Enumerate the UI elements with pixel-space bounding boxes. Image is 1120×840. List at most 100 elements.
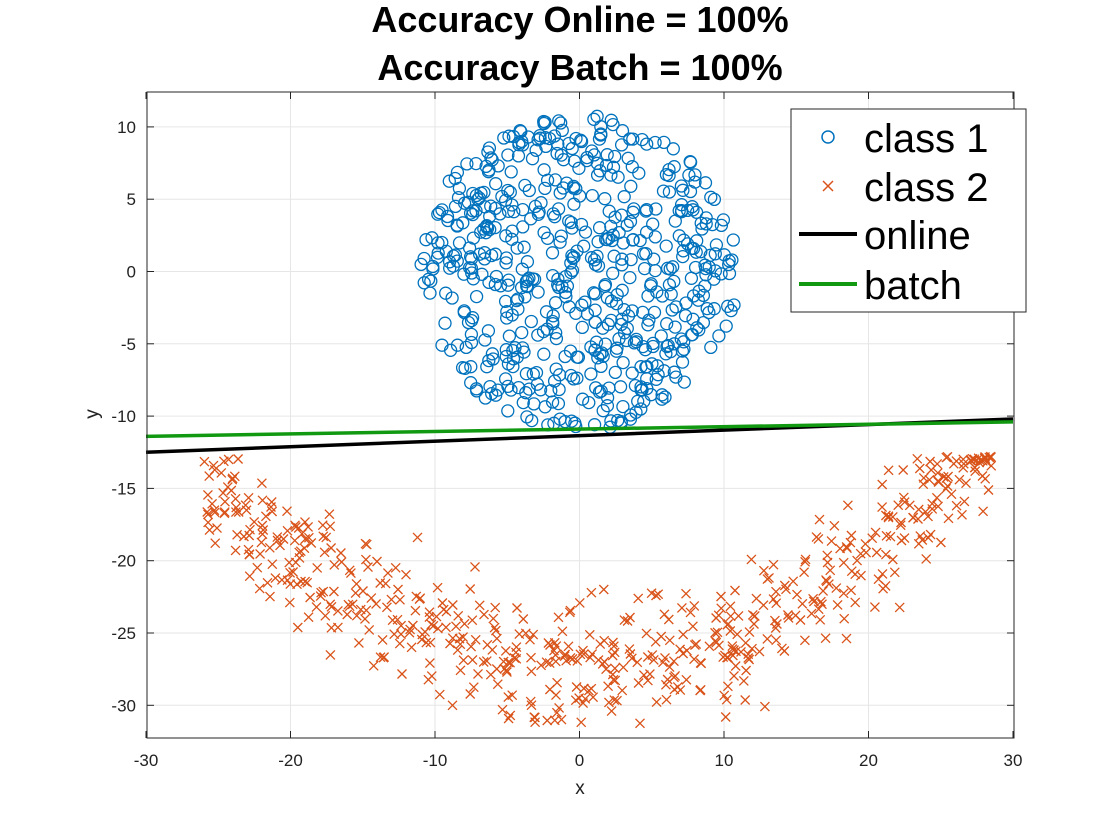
class2-point-stroke	[771, 586, 781, 597]
class2-point	[984, 452, 995, 463]
class1-point	[683, 155, 698, 169]
class2-point	[606, 706, 617, 717]
class2-point-stroke	[320, 610, 331, 621]
class2-point-stroke	[342, 609, 353, 620]
class1-point	[423, 286, 437, 300]
class2-point-stroke	[817, 599, 827, 610]
class2-point-stroke	[379, 652, 390, 663]
class2-point	[871, 547, 882, 558]
class2-point	[768, 594, 779, 605]
class2-point-stroke	[593, 655, 604, 666]
class2-point-stroke	[410, 605, 421, 616]
class1-point	[575, 392, 590, 406]
class2-point-stroke	[722, 652, 732, 663]
class2-point-stroke	[672, 681, 683, 692]
class1-point	[575, 298, 589, 312]
class2-point	[467, 615, 478, 626]
class2-point-stroke	[563, 641, 574, 652]
class2-point-stroke	[479, 609, 489, 620]
class2-point	[894, 602, 905, 613]
class2-point	[829, 520, 840, 531]
class2-point-stroke	[525, 634, 535, 645]
class2-point	[725, 601, 736, 612]
class2-point-stroke	[249, 516, 260, 527]
class2-point	[560, 649, 571, 660]
class2-point	[878, 583, 889, 594]
y-tick-label: -5	[121, 335, 136, 354]
class2-point-stroke	[658, 657, 668, 668]
class2-point-stroke	[881, 530, 892, 541]
class2-point-stroke	[265, 591, 275, 602]
class1-point	[616, 399, 630, 414]
class2-point	[797, 598, 808, 609]
class2-point-stroke	[209, 505, 220, 516]
class2-point-stroke	[951, 500, 962, 511]
class1-point	[562, 300, 576, 314]
class2-point	[779, 580, 790, 591]
class2-point	[318, 531, 329, 542]
class2-point	[696, 658, 707, 669]
class1-point	[634, 380, 648, 394]
class2-point-stroke	[744, 627, 755, 638]
class2-point-stroke	[262, 577, 273, 588]
class1-point	[520, 255, 535, 269]
class1-point	[448, 248, 463, 262]
class2-point	[541, 657, 552, 668]
class2-point	[609, 695, 620, 706]
class1-point	[722, 266, 737, 281]
class1-point	[574, 133, 588, 147]
class2-point	[899, 497, 910, 508]
class2-point-stroke	[329, 559, 340, 570]
class2-point	[896, 535, 907, 546]
class1-point	[626, 132, 640, 146]
class2-point-stroke	[781, 584, 791, 595]
class2-point	[411, 591, 422, 602]
class2-point-stroke	[377, 634, 388, 645]
class2-point	[350, 588, 361, 599]
class2-point	[771, 635, 782, 646]
class1-point	[598, 277, 613, 292]
class2-point	[799, 567, 810, 578]
class2-point	[832, 599, 843, 610]
class2-point	[808, 593, 819, 604]
class2-point	[612, 695, 622, 706]
class1-point	[519, 275, 533, 289]
class2-point-stroke	[768, 594, 779, 605]
class1-point	[531, 285, 545, 299]
class2-point	[599, 635, 610, 646]
class1-point	[631, 394, 645, 408]
class2-point	[360, 613, 370, 624]
class2-point-stroke	[870, 527, 881, 538]
class2-point-stroke	[576, 717, 587, 728]
class1-point	[553, 235, 567, 249]
class2-point	[788, 576, 799, 587]
class2-point	[199, 456, 210, 467]
class2-point	[326, 601, 337, 612]
class2-point-stroke	[424, 612, 435, 623]
class1-point	[615, 283, 629, 297]
class2-point	[941, 452, 952, 463]
class1-point	[553, 186, 567, 200]
class2-point-stroke	[618, 662, 629, 673]
class2-point	[941, 473, 952, 484]
class2-point	[458, 655, 469, 666]
class1-point	[501, 404, 515, 418]
class2-point	[931, 492, 942, 503]
class1-point	[708, 247, 722, 261]
y-tick-label: -20	[111, 552, 136, 571]
class2-point	[203, 517, 214, 528]
class2-point-stroke	[608, 641, 619, 652]
class2-point-stroke	[974, 457, 985, 468]
class2-point-stroke	[681, 645, 692, 656]
class2-point	[243, 544, 254, 555]
class2-point	[913, 538, 924, 549]
class1-point	[522, 183, 536, 198]
class2-point	[233, 454, 244, 464]
class2-point-stroke	[412, 532, 423, 543]
class2-point-stroke	[913, 538, 924, 549]
class2-point-stroke	[716, 591, 726, 602]
class1-point	[464, 313, 479, 328]
class2-point-stroke	[386, 594, 397, 605]
class2-point	[284, 557, 295, 568]
class2-point	[617, 685, 628, 696]
